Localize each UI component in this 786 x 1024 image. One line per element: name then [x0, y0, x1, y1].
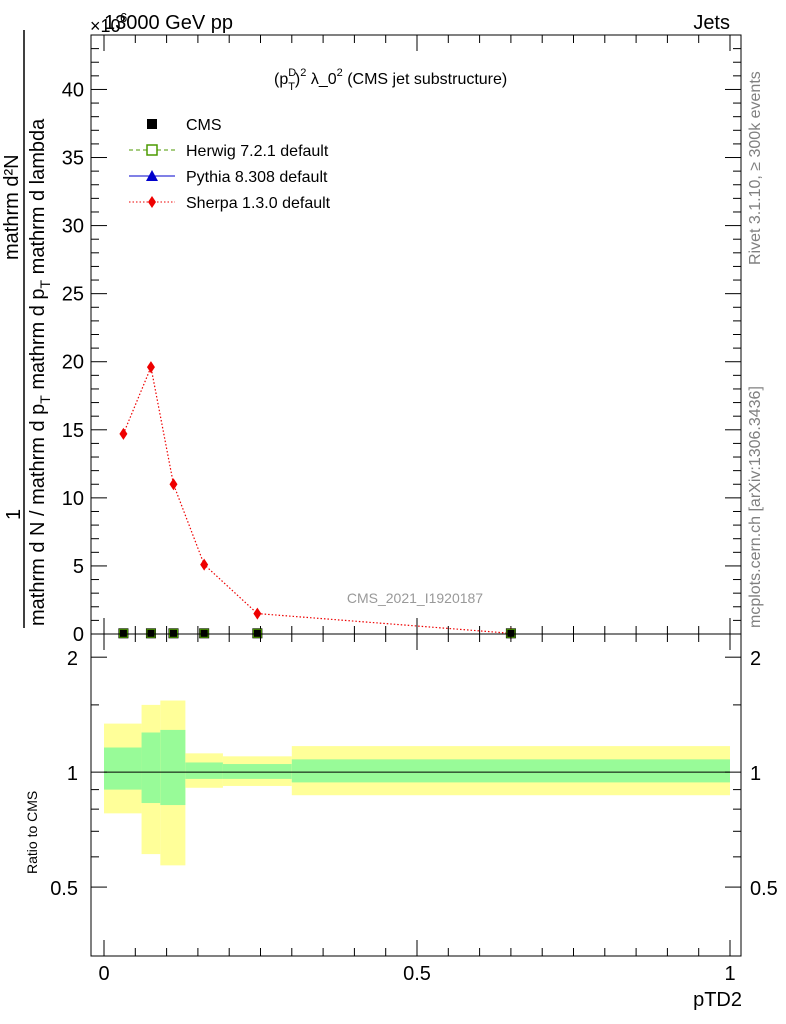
cms-point: [118, 628, 129, 639]
y-multiplier-exponent: 6: [120, 10, 127, 25]
ratio-y-tick-label: 0.5: [50, 878, 78, 900]
herwig-point: [146, 628, 156, 638]
main-y-tick-label: 40: [62, 79, 84, 101]
herwig-point: [118, 628, 128, 638]
main-y-tick-label: 20: [62, 352, 84, 374]
sherpa-point: [200, 558, 209, 571]
rivet-label: Rivet 3.1.10, ≥ 300k events: [747, 71, 764, 265]
herwig-point: [168, 628, 178, 638]
cms-point: [252, 628, 263, 639]
herwig-point: [252, 628, 262, 638]
process-label: Jets: [693, 12, 730, 34]
legend: CMS Herwig 7.2.1 default Pythia 8.308 de…: [129, 117, 331, 212]
legend-marker-cms: [147, 119, 157, 129]
legend-entry-cms: CMS: [147, 117, 222, 134]
x-tick-label: 1: [724, 963, 735, 985]
x-tick-label: 0.5: [403, 963, 431, 985]
ratio-frame: [90, 633, 742, 957]
main-y-tick-label: 15: [62, 420, 84, 442]
ratio-y-tick-label-right: 1: [750, 763, 761, 785]
ylabel-numerator: mathrm d²N: [1, 154, 23, 260]
ratio-bands-layer: [104, 700, 730, 866]
mcplots-label: mcplots.cern.ch [arXiv:1306.3436]: [747, 386, 764, 628]
main-x-axis: [103, 35, 731, 634]
stat-uncertainty-band: [291, 759, 730, 783]
sherpa-point: [146, 361, 155, 374]
ratio-y-tick-label-right: 2: [750, 648, 761, 670]
main-y-tick-label: 5: [73, 556, 84, 578]
sherpa-point: [119, 427, 128, 440]
herwig-point: [199, 628, 209, 638]
main-y-tick-label: 35: [62, 148, 84, 170]
legend-entry-sherpa: Sherpa 1.3.0 default: [129, 195, 331, 212]
stat-uncertainty-band: [222, 764, 292, 779]
y-multiplier: ×10: [90, 16, 121, 36]
cms-point: [505, 628, 516, 639]
main-y-tick-label: 30: [62, 216, 84, 238]
x-axis-label: pTD2: [693, 989, 742, 1011]
plot-title: (pD T)2 λ_02 (CMS jet substructure): [274, 67, 507, 93]
sherpa-point: [253, 607, 262, 620]
legend-marker-sherpa: [148, 196, 156, 208]
energy-label: 13000 GeV pp: [104, 12, 233, 34]
cms-point: [168, 628, 179, 639]
stat-uncertainty-band: [141, 732, 161, 804]
main-y-tick-label: 10: [62, 488, 84, 510]
legend-marker-pythia: [146, 170, 158, 181]
stat-uncertainty-band: [185, 762, 223, 779]
x-tick-label: 0: [98, 963, 109, 985]
main-y-label: 1 mathrm d²N mathrm d N / mathrm d pT ma…: [1, 30, 53, 628]
ratio-y-tick-label-right: 0.5: [750, 878, 778, 900]
ratio-y-tick-label: 1: [67, 763, 78, 785]
legend-label-cms: CMS: [186, 117, 222, 134]
ratio-y-label: Ratio to CMS: [24, 791, 40, 874]
legend-label-sherpa: Sherpa 1.3.0 default: [186, 195, 331, 212]
sherpa-point: [169, 478, 178, 491]
legend-entry-pythia: Pythia 8.308 default: [129, 169, 328, 186]
analysis-watermark: CMS_2021_I1920187: [347, 590, 483, 606]
main-y-tick-label: 0: [73, 624, 84, 646]
stat-uncertainty-band: [160, 729, 186, 806]
legend-label-herwig: Herwig 7.2.1 default: [186, 143, 329, 160]
legend-entry-herwig: Herwig 7.2.1 default: [129, 143, 329, 160]
ratio-y-tick-label: 2: [67, 648, 78, 670]
ratio-y-axis: 0.5 0.5 1 1 2 2: [50, 648, 778, 900]
main-series-layer: [118, 361, 516, 640]
ratio-x-axis: 0 0.5 1: [98, 634, 736, 985]
cms-point: [145, 628, 156, 639]
ylabel-prefix: 1: [3, 509, 25, 520]
ylabel-denominator: mathrm d N / mathrm d pT mathrm d pT mat…: [27, 118, 53, 626]
main-y-tick-label: 25: [62, 284, 84, 306]
legend-label-pythia: Pythia 8.308 default: [186, 169, 328, 186]
main-y-axis: 0 5 10 15 20 25 30 35 40: [62, 48, 741, 646]
sherpa-line: [122, 365, 511, 634]
stat-uncertainty-band: [104, 747, 142, 790]
cms-point: [199, 628, 210, 639]
legend-marker-herwig: [146, 144, 158, 156]
